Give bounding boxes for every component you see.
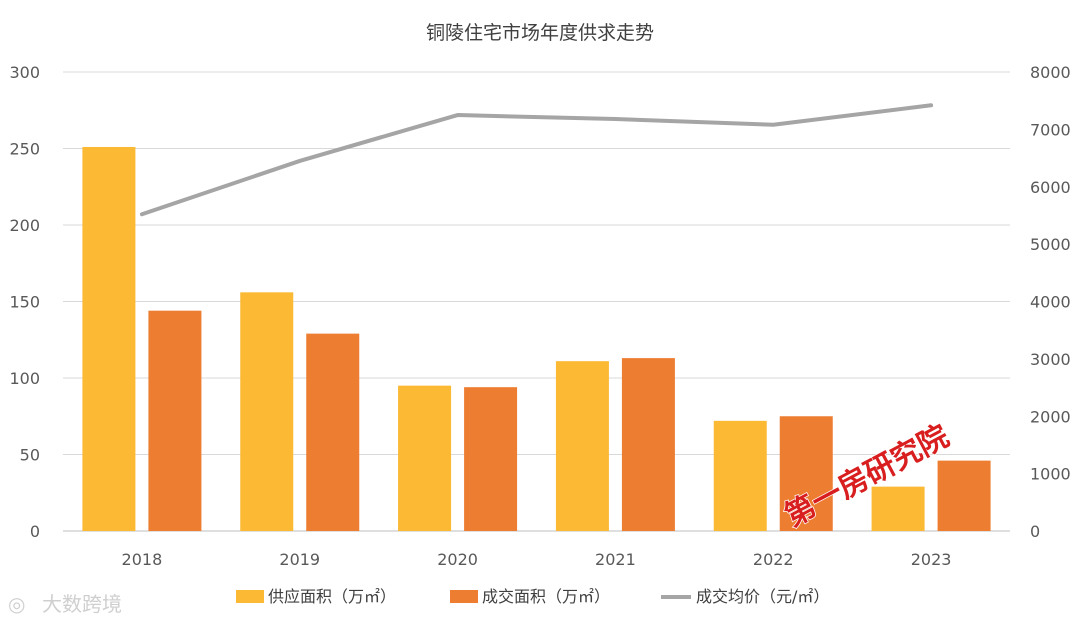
x-tick-label: 2023	[911, 550, 952, 569]
watermark-corner: ◎ 大数跨境	[8, 592, 122, 616]
bar-supply	[871, 486, 925, 531]
price-line	[139, 103, 934, 217]
bar-supply	[713, 420, 767, 531]
bar-deal	[779, 416, 833, 531]
right-tick-label: 7000	[1030, 120, 1071, 139]
legend: 供应面积（万㎡） 成交面积（万㎡） 成交均价（元/㎡）	[236, 587, 829, 606]
left-tick-label: 300	[9, 63, 40, 82]
legend-label-deal: 成交面积（万㎡）	[482, 587, 610, 606]
left-tick-label: 250	[9, 140, 40, 159]
price-point	[299, 160, 301, 162]
right-tick-label: 6000	[1030, 178, 1071, 197]
bar-supply	[555, 361, 609, 531]
right-tick-label: 0	[1030, 522, 1040, 541]
watermark-corner-logo-icon: ◎	[8, 592, 25, 616]
bars	[82, 146, 991, 531]
x-tick-label: 2021	[595, 550, 636, 569]
right-tick-label: 4000	[1030, 293, 1071, 312]
left-axis-ticks: 0 50 100 150 200 250 300	[9, 63, 40, 541]
bar-supply	[240, 292, 294, 531]
left-tick-label: 200	[9, 216, 40, 235]
bar-deal	[306, 333, 360, 531]
gridlines	[63, 71, 1010, 532]
x-tick-label: 2022	[753, 550, 794, 569]
x-tick-label: 2020	[437, 550, 478, 569]
bar-deal	[621, 358, 675, 531]
right-tick-label: 8000	[1030, 63, 1071, 82]
legend-swatch-deal	[450, 590, 478, 603]
right-tick-label: 3000	[1030, 350, 1071, 369]
legend-label-supply: 供应面积（万㎡）	[268, 587, 396, 606]
bar-supply	[82, 146, 136, 531]
left-tick-label: 150	[9, 293, 40, 312]
price-point	[141, 213, 143, 215]
right-tick-label: 1000	[1030, 465, 1071, 484]
left-tick-label: 50	[20, 446, 40, 465]
price-line-path	[139, 103, 934, 217]
x-tick-label: 2019	[279, 550, 320, 569]
bar-deal	[464, 387, 518, 531]
right-tick-label: 5000	[1030, 235, 1071, 254]
price-point	[930, 104, 932, 106]
price-point	[772, 124, 774, 126]
left-tick-label: 100	[9, 369, 40, 388]
x-tick-label: 2018	[122, 550, 163, 569]
bar-supply	[398, 385, 452, 531]
watermark-corner-text: 大数跨境	[42, 592, 122, 616]
price-point	[614, 118, 616, 120]
x-axis-ticks: 2018 2019 2020 2021 2022 2023	[122, 550, 952, 569]
right-tick-label: 2000	[1030, 407, 1071, 426]
legend-swatch-supply	[236, 590, 264, 603]
bar-deal	[148, 310, 202, 531]
left-tick-label: 0	[30, 522, 40, 541]
legend-label-price: 成交均价（元/㎡）	[696, 587, 829, 606]
chart-title: 铜陵住宅市场年度供求走势	[426, 22, 654, 44]
right-axis-ticks: 0 1000 2000 3000 4000 5000 6000 7000 8000	[1030, 63, 1071, 541]
bar-deal	[937, 460, 991, 531]
price-point	[457, 114, 459, 116]
